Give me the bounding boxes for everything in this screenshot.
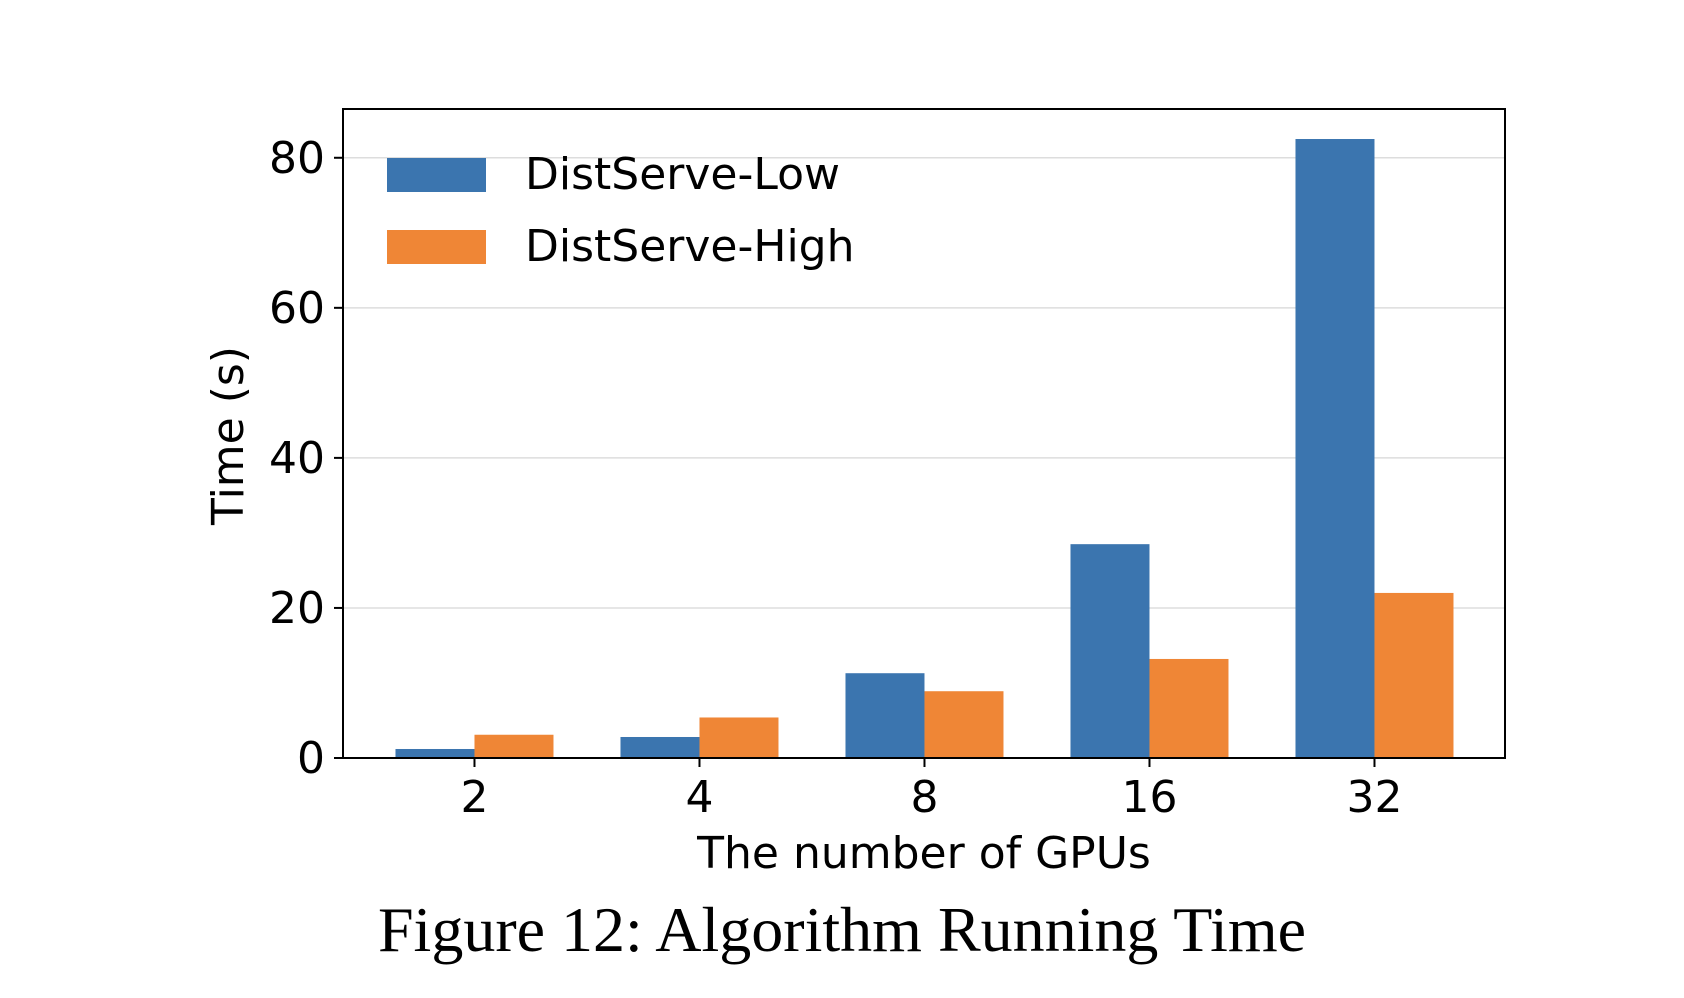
- bar-distserve-low-16: [1070, 544, 1150, 758]
- legend-swatch: [387, 230, 486, 264]
- y-tick-label: 80: [269, 133, 325, 184]
- y-tick-label: 0: [297, 733, 325, 784]
- bar-distserve-low-2: [395, 748, 475, 758]
- legend-label: DistServe-Low: [525, 149, 840, 200]
- x-tick-label: 32: [1346, 772, 1402, 823]
- x-tick-label: 2: [460, 772, 488, 823]
- y-axis-ticks: 0 20 40 60 80: [269, 133, 343, 784]
- legend-swatch: [387, 158, 486, 192]
- bar-distserve-high-32: [1374, 592, 1454, 758]
- figure-caption: Figure 12: Algorithm Running Time: [377, 894, 1307, 965]
- y-tick-label: 20: [269, 583, 325, 634]
- x-tick-label: 16: [1121, 772, 1177, 823]
- bar-distserve-low-4: [620, 736, 700, 758]
- bar-distserve-high-4: [699, 717, 779, 758]
- bar-distserve-low-32: [1295, 139, 1375, 758]
- bar-distserve-low-8: [845, 673, 925, 758]
- y-tick-label: 60: [269, 283, 325, 334]
- bars: [395, 139, 1454, 758]
- y-tick-label: 40: [269, 433, 325, 484]
- x-axis-ticks: 2 4 8 16 32: [460, 758, 1402, 823]
- x-tick-label: 4: [685, 772, 713, 823]
- bar-distserve-high-8: [924, 691, 1004, 758]
- legend-label: DistServe-High: [525, 221, 854, 272]
- x-tick-label: 8: [910, 772, 938, 823]
- y-axis-label: Time (s): [203, 346, 254, 526]
- x-axis-label: The number of GPUs: [696, 828, 1151, 879]
- legend: DistServe-Low DistServe-High: [387, 149, 854, 272]
- bar-distserve-high-2: [474, 734, 554, 758]
- bar-distserve-high-16: [1149, 658, 1229, 758]
